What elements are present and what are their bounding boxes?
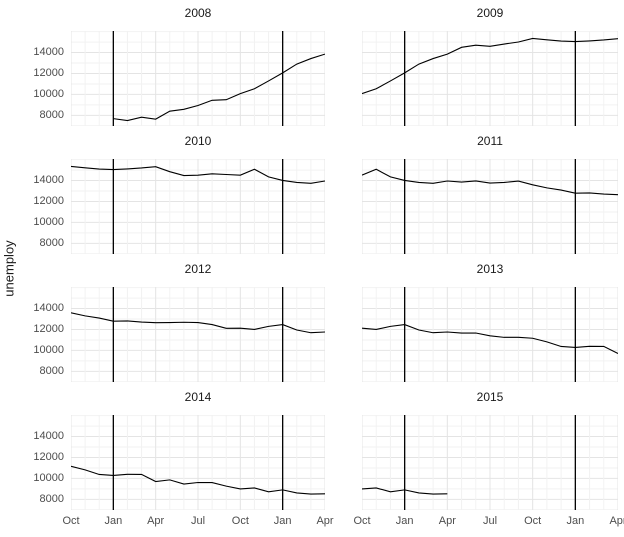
y-tick-label: 12000 [33, 66, 64, 79]
y-tick-label: 8000 [39, 108, 64, 121]
x-tick-label: Jul [482, 515, 498, 527]
y-tick-label: 12000 [33, 194, 64, 207]
y-tick-label: 14000 [33, 46, 64, 59]
facet-panel-2010 [71, 159, 325, 254]
facet-title-2008: 2008 [184, 6, 212, 20]
facet-title-2010: 2010 [184, 134, 212, 148]
y-tick-label: 8000 [39, 364, 64, 377]
y-axis-title: unemploy [1, 240, 17, 297]
facet-panel-2009 [362, 31, 618, 126]
x-tick-label: Oct [353, 515, 371, 527]
x-tick-label: Jan [395, 515, 414, 527]
x-tick-label: Oct [231, 515, 249, 527]
y-tick-label: 12000 [33, 322, 64, 335]
unemploy-series-2011 [362, 168, 618, 196]
facet-title-2012: 2012 [184, 262, 212, 276]
x-tick-label: Jan [104, 515, 123, 527]
y-tick-label: 8000 [39, 492, 64, 505]
x-tick-label: Jul [190, 515, 206, 527]
unemploy-series-2010 [71, 165, 325, 184]
facet-panel-2011 [362, 159, 618, 254]
y-tick-label: 14000 [33, 174, 64, 187]
unemploy-series-2013 [362, 323, 618, 355]
facet-panel-2014 [71, 415, 325, 510]
facet-panel-2013 [362, 287, 618, 382]
facet-title-2014: 2014 [184, 390, 212, 404]
facet-panel-2012 [71, 287, 325, 382]
unemploy-series-2015 [362, 487, 448, 495]
facet-panel-2015 [362, 415, 618, 510]
facet-title-2009: 2009 [476, 6, 504, 20]
x-tick-label: Oct [62, 515, 80, 527]
y-tick-label: 14000 [33, 430, 64, 443]
y-tick-label: 12000 [33, 450, 64, 463]
unemploy-series-2012 [71, 312, 325, 334]
facet-title-2011: 2011 [477, 134, 503, 148]
x-tick-label: Apr [438, 515, 456, 527]
x-tick-label: Apr [316, 515, 334, 527]
y-axis-title-wrap: unemploy [0, 0, 18, 537]
y-tick-label: 8000 [39, 236, 64, 249]
facet-title-2015: 2015 [476, 390, 504, 404]
facet-panel-2008 [71, 31, 325, 126]
facet-title-2013: 2013 [476, 262, 504, 276]
y-tick-label: 10000 [33, 215, 64, 228]
y-tick-label: 10000 [33, 87, 64, 100]
unemploy-series-2009 [362, 37, 618, 95]
x-tick-label: Apr [147, 515, 165, 527]
y-tick-label: 10000 [33, 343, 64, 356]
x-tick-label: Oct [524, 515, 542, 527]
unemploy-series-2014 [71, 465, 325, 495]
x-tick-label: Apr [609, 515, 624, 527]
x-tick-label: Jan [566, 515, 585, 527]
unemploy-series-2008 [113, 53, 325, 122]
x-tick-label: Jan [273, 515, 292, 527]
y-tick-label: 10000 [33, 471, 64, 484]
y-tick-label: 14000 [33, 302, 64, 315]
